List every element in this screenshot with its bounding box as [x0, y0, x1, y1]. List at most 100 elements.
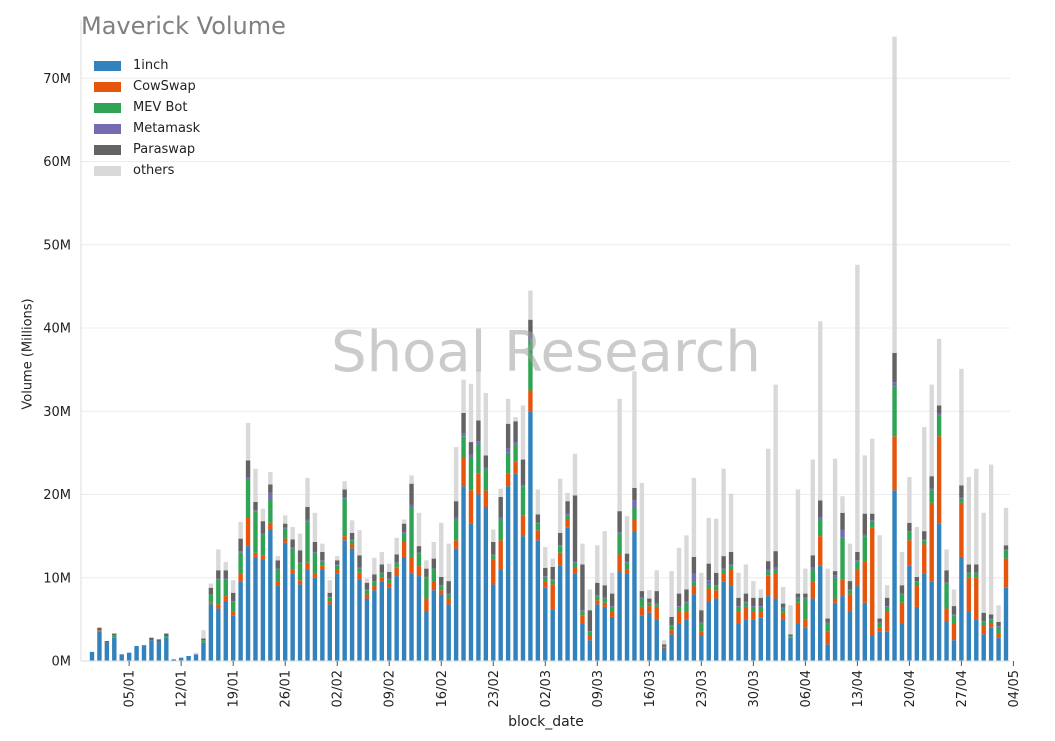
bar-segment	[565, 527, 570, 661]
bar-segment	[647, 606, 652, 613]
bar-segment	[327, 596, 332, 598]
bar-segment	[89, 651, 95, 661]
bar-segment	[253, 501, 258, 511]
bar-segment	[661, 640, 667, 645]
bar-segment	[208, 594, 214, 603]
bar-segment	[387, 571, 392, 579]
bar-segment	[602, 598, 607, 603]
bar-segment	[424, 611, 429, 661]
x-tick-label: 12/01	[175, 670, 190, 707]
bar-segment	[580, 610, 585, 612]
bar-segment	[580, 543, 585, 565]
bar-segment	[238, 551, 243, 553]
bar-segment	[112, 637, 117, 661]
bar-segment	[966, 572, 972, 574]
bar-segment	[379, 572, 385, 574]
legend-label: 1inch	[133, 58, 169, 73]
bar-segment	[550, 566, 555, 580]
bar-segment	[483, 506, 489, 661]
bar-segment	[676, 547, 682, 594]
bar-segment	[661, 646, 667, 648]
bar-segment	[669, 571, 674, 617]
bar-segment	[661, 644, 667, 647]
bar-segment	[439, 590, 444, 595]
bar-segment	[647, 612, 652, 661]
bar-segment	[424, 576, 429, 578]
bar-segment	[996, 633, 1001, 638]
bar-segment	[818, 321, 823, 501]
bar-segment	[870, 521, 875, 528]
bar-segment	[260, 559, 266, 661]
bar-segment	[572, 561, 578, 563]
bar-segment	[491, 554, 496, 556]
bar-segment	[401, 523, 407, 532]
bar-segment	[186, 656, 191, 661]
bar-segment	[409, 506, 414, 557]
bar-segment	[208, 587, 214, 595]
bar-segment	[832, 598, 838, 603]
bar-segment	[870, 527, 875, 637]
bar-segment	[1003, 550, 1009, 559]
bar-segment	[922, 573, 927, 661]
bar-segment	[476, 494, 481, 661]
bar-segment	[661, 647, 667, 649]
bar-segment	[728, 565, 734, 570]
bar-segment	[892, 386, 897, 437]
bar-segment	[922, 427, 927, 532]
y-tick-label: 70M	[43, 72, 71, 87]
legend-swatch	[94, 81, 121, 92]
bar-segment	[401, 531, 407, 534]
bar-segment	[297, 563, 303, 581]
bar-segment	[260, 508, 266, 522]
bars	[89, 36, 1009, 661]
bar-segment	[587, 636, 593, 641]
bar-segment	[914, 581, 920, 587]
bar-segment	[959, 502, 964, 557]
bar-segment	[387, 587, 392, 661]
bar-segment	[416, 546, 422, 553]
bar-segment	[505, 423, 511, 449]
bar-segment	[178, 657, 184, 661]
bar-segment	[936, 338, 942, 406]
bar-segment	[929, 476, 934, 489]
bar-segment	[624, 573, 630, 661]
bar-segment	[431, 541, 437, 559]
bar-segment	[290, 548, 295, 570]
bar-segment	[439, 585, 444, 587]
bar-segment	[974, 577, 979, 620]
bar-segment	[491, 541, 496, 555]
bar-segment	[520, 515, 526, 537]
gridlines	[81, 77, 1010, 579]
bar-segment	[736, 606, 741, 612]
bar-segment	[676, 606, 682, 612]
bar-segment	[342, 481, 347, 490]
bar-segment	[550, 558, 555, 567]
bar-segment	[929, 490, 934, 503]
bar-segment	[216, 608, 221, 661]
bar-segment	[513, 421, 518, 443]
bar-segment	[981, 626, 986, 635]
bar-segment	[394, 554, 399, 563]
bar-segment	[840, 596, 845, 661]
bar-segment	[721, 573, 726, 582]
bar-segment	[349, 532, 355, 540]
bar-segment	[936, 413, 942, 416]
bar-segment	[439, 576, 444, 586]
bar-segment	[275, 556, 280, 561]
bar-segment	[966, 573, 972, 578]
bar-segment	[505, 486, 511, 661]
bar-segment	[810, 567, 815, 570]
axes: 0M 10M 20M 30M 40M 50M 60M 70M 05/01 12/01 19/01 26…	[43, 20, 1022, 707]
bar-segment	[453, 548, 459, 661]
bar-segment	[543, 581, 548, 588]
bar-segment	[223, 601, 228, 661]
bar-segment	[268, 499, 273, 523]
bar-segment	[550, 580, 555, 585]
bar-segment	[335, 564, 340, 566]
bar-segment	[335, 569, 340, 574]
bar-segment	[565, 519, 570, 528]
bar-segment	[453, 501, 459, 518]
bar-segment	[862, 536, 868, 562]
bar-segment	[557, 545, 563, 547]
bar-segment	[818, 519, 823, 537]
